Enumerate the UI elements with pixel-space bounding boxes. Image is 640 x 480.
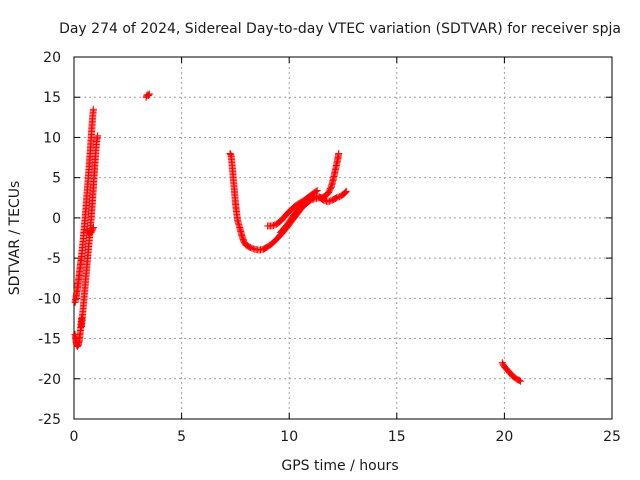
data-point: [517, 377, 525, 385]
data-point: [333, 194, 341, 202]
x-tick-label: 20: [495, 429, 513, 445]
data-point: [248, 244, 256, 252]
chart-title: Day 274 of 2024, Sidereal Day-to-day VTE…: [59, 21, 621, 37]
y-tick-label: 0: [52, 211, 61, 227]
data-point: [249, 245, 257, 253]
plot-frame: [73, 56, 613, 420]
x-tick-label: 10: [280, 429, 298, 445]
y-tick-label: -5: [47, 251, 61, 267]
data-point: [313, 187, 321, 195]
data-point: [268, 222, 276, 230]
data-point: [324, 198, 332, 206]
x-axis-label: GPS time / hours: [281, 458, 398, 474]
y-tick-label: 10: [43, 130, 61, 146]
data-point: [341, 189, 349, 197]
axis-ticks: 0 5 10 15 20 25 -25 -20 -15 -10 -5 0 5 10 15 20: [38, 50, 621, 445]
data-point: [335, 150, 343, 158]
data-point: [342, 188, 350, 196]
y-tick-label: 20: [43, 50, 61, 66]
data-point: [89, 224, 97, 232]
data-point: [320, 196, 328, 204]
x-tick-label: 25: [603, 429, 621, 445]
data-point: [226, 150, 234, 158]
data-point: [144, 92, 152, 100]
y-tick-label: -25: [38, 412, 61, 428]
y-axis-label: SDTVAR / TECUs: [7, 181, 23, 296]
x-tick-label: 15: [388, 429, 406, 445]
data-point: [269, 221, 277, 229]
data-point: [94, 132, 102, 140]
x-tick-label: 5: [177, 429, 186, 445]
data-point: [515, 376, 523, 384]
y-tick-label: -15: [38, 332, 61, 348]
y-tick-label: 5: [52, 171, 61, 187]
y-tick-label: 15: [43, 90, 61, 106]
data-point: [89, 105, 97, 113]
grid-lines: [74, 57, 612, 419]
y-tick-label: -20: [38, 372, 61, 388]
data-point: [145, 91, 153, 99]
data-point: [145, 90, 153, 98]
data-point: [89, 225, 97, 233]
y-tick-label: -10: [38, 291, 61, 307]
data-point: [334, 193, 342, 201]
data-point: [246, 244, 254, 252]
data-point: [325, 197, 333, 205]
data-points: [71, 90, 525, 385]
data-point: [342, 187, 350, 195]
x-tick-label: 0: [70, 429, 79, 445]
